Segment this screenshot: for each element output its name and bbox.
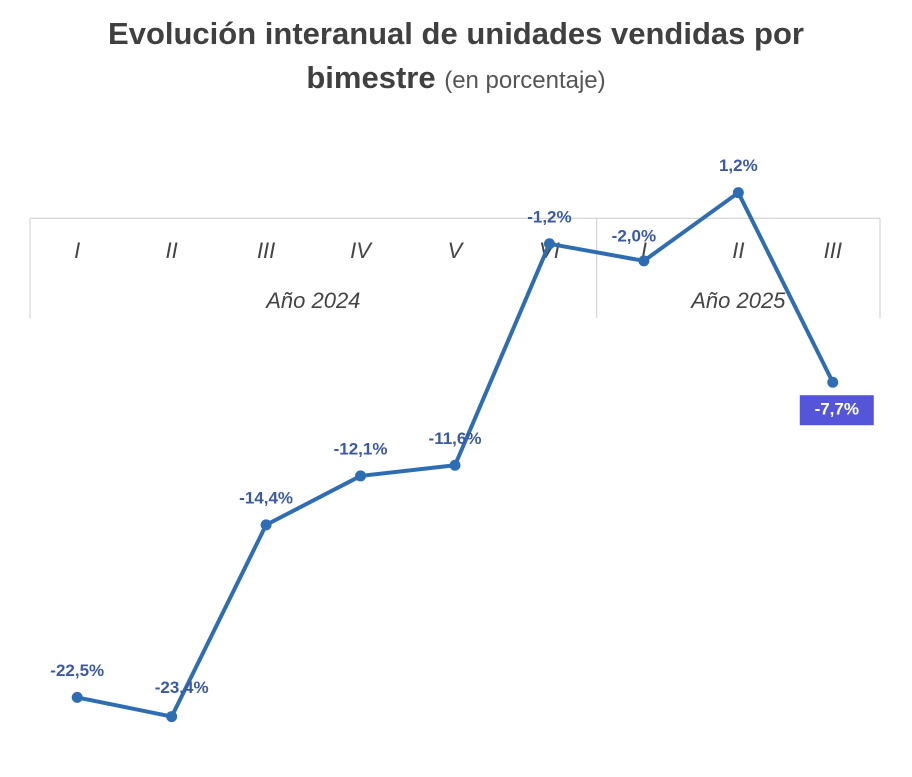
x-tick-label: I [641, 238, 647, 263]
data-label: -12,1% [334, 439, 388, 458]
x-tick-label: IV [350, 238, 373, 263]
data-label: -11,6% [429, 429, 482, 448]
data-label: -7,7% [815, 400, 859, 419]
point [166, 711, 178, 723]
x-tick-label: II [166, 238, 178, 263]
point [355, 470, 367, 482]
point [732, 187, 744, 199]
point [638, 255, 650, 267]
line [76, 190, 835, 719]
data-label: -22,5% [50, 661, 104, 680]
data-label: -1,2% [527, 207, 571, 226]
chart-title: Evolución interanual de unidades vendida… [108, 16, 804, 95]
data-label: -23,4% [155, 678, 209, 697]
group-label: Año 2025 [689, 288, 786, 313]
data-label: -2,0% [612, 226, 656, 245]
x-tick-label: V [448, 238, 465, 263]
x-tick-label: III [257, 238, 275, 263]
data-label: 1,2% [719, 156, 758, 175]
chart-subtitle: (en porcentaje) [444, 67, 606, 94]
point [71, 691, 83, 703]
x-tick-label: I [74, 238, 80, 263]
chart-title-block: Evolución interanual de unidades vendida… [40, 12, 872, 103]
label-box [799, 395, 874, 426]
x-tick-label: III [824, 238, 842, 263]
group-label: Año 2024 [264, 288, 360, 313]
point [260, 519, 272, 531]
point [543, 238, 555, 250]
point [449, 459, 461, 471]
point [827, 376, 839, 388]
data-label: -14,4% [239, 488, 293, 507]
x-tick-label: II [732, 238, 744, 263]
